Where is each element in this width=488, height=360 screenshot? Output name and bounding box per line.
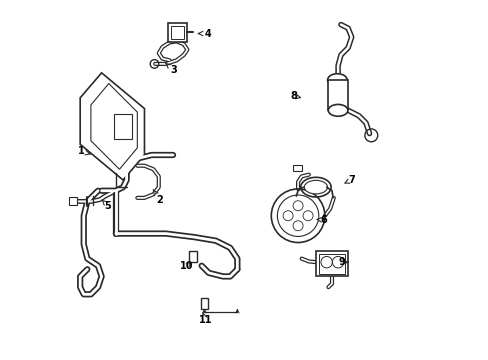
- Text: 5: 5: [102, 200, 111, 211]
- Text: 4: 4: [198, 28, 211, 39]
- Text: 6: 6: [316, 215, 326, 225]
- Bar: [328, 80, 347, 111]
- Bar: [170, 26, 184, 39]
- Polygon shape: [91, 84, 137, 169]
- Text: 2: 2: [153, 189, 163, 204]
- Text: 1: 1: [78, 147, 90, 157]
- Bar: [167, 23, 187, 42]
- Polygon shape: [80, 73, 144, 180]
- Bar: [114, 114, 132, 139]
- Text: 7: 7: [344, 175, 354, 185]
- Ellipse shape: [304, 180, 327, 194]
- Text: 10: 10: [180, 261, 193, 271]
- Bar: [69, 197, 77, 205]
- Bar: [318, 254, 344, 274]
- Text: 11: 11: [198, 312, 211, 325]
- Bar: [315, 251, 347, 276]
- Ellipse shape: [327, 104, 347, 116]
- Bar: [292, 165, 301, 171]
- Text: 9: 9: [338, 257, 347, 267]
- Ellipse shape: [300, 177, 330, 197]
- Text: 3: 3: [165, 63, 177, 75]
- Bar: [189, 251, 197, 262]
- Text: 8: 8: [290, 91, 300, 101]
- Bar: [201, 298, 207, 309]
- Ellipse shape: [327, 74, 346, 86]
